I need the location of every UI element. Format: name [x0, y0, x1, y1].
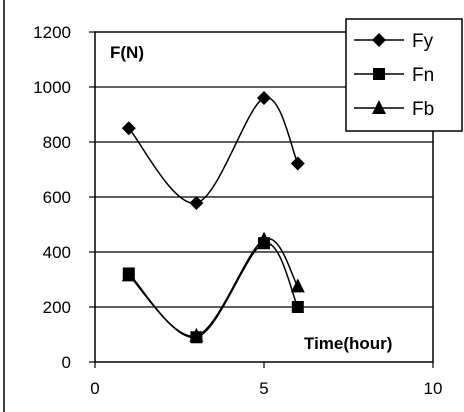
- y-tick-label: 0: [62, 353, 71, 372]
- data-point-fy: [257, 91, 271, 105]
- legend-label-fb: Fb: [412, 99, 434, 120]
- legend-marker-fn: [373, 68, 385, 80]
- y-tick-label: 1200: [33, 23, 71, 42]
- data-point-fb: [257, 231, 271, 246]
- series-line-fb: [128, 238, 299, 337]
- data-point-fb: [189, 327, 204, 342]
- legend-box: [345, 18, 463, 132]
- x-tick-label: 10: [424, 379, 443, 398]
- series-layer: [121, 91, 305, 344]
- legend-marker-fb: [372, 100, 386, 114]
- x-axis: 0 5 10: [90, 362, 442, 398]
- data-point-fn: [291, 301, 304, 313]
- x-tick-label: 5: [259, 379, 268, 398]
- y-tick-label: 800: [43, 133, 71, 152]
- data-point-fy: [189, 196, 204, 211]
- series-line-fn: [128, 242, 299, 339]
- data-point-fb: [290, 278, 305, 293]
- legend: Fy Fn Fb: [345, 18, 463, 132]
- legend-marker-fy: [372, 33, 386, 47]
- y-tick-label: 200: [43, 298, 71, 317]
- series-line-fy: [128, 97, 299, 204]
- data-point-fb: [121, 267, 136, 282]
- y-axis-label: F(N): [110, 43, 144, 62]
- y-tick-label: 400: [43, 243, 71, 262]
- x-tick-label: 0: [90, 379, 99, 398]
- data-point-fy: [290, 156, 305, 171]
- y-tick-label: 1000: [33, 78, 71, 97]
- y-tick-label: 600: [43, 188, 71, 207]
- x-axis-label: Time(hour): [304, 334, 392, 353]
- legend-label-fn: Fn: [412, 65, 434, 86]
- y-axis: 0 200 400 600 800 1000 1200: [33, 23, 95, 372]
- data-point-fy: [121, 121, 136, 136]
- grid: [95, 86, 433, 308]
- legend-label-fy: Fy: [412, 31, 434, 52]
